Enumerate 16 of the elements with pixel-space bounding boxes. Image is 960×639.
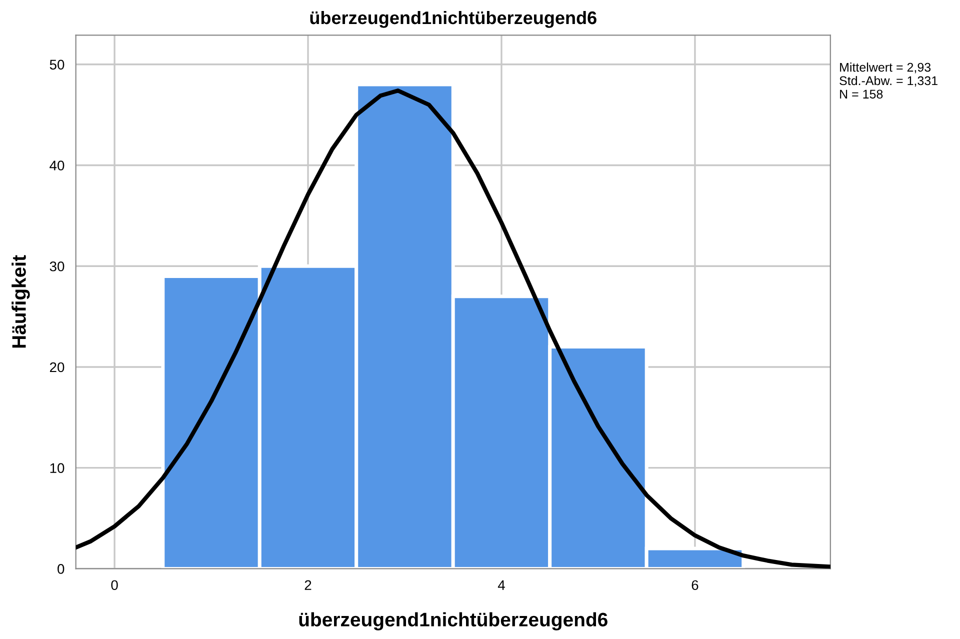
y-tick-label: 50 <box>50 60 64 70</box>
y-tick-label: 40 <box>50 160 64 170</box>
x-axis-title: überzeugend1nichtüberzeugend6 <box>299 612 608 630</box>
x-tick-label: 2 <box>304 580 312 590</box>
y-tick-label: 30 <box>50 261 64 272</box>
x-tick-label: 4 <box>498 580 505 590</box>
x-tick-label: 0 <box>111 580 118 590</box>
text: N = 158 <box>840 90 883 99</box>
y-tick-label: 0 <box>58 564 64 574</box>
y-tick-label: 10 <box>50 463 64 474</box>
text: Mittelwert = 2,93 <box>840 62 931 74</box>
y-axis-title: Häufigkeit <box>12 255 30 348</box>
chart-title: überzeugend1nichtüberzeugend6 <box>310 10 596 28</box>
x-tick-label: 6 <box>692 580 698 590</box>
text: Std.-Abw. = 1,331 <box>840 76 938 87</box>
y-tick-label: 20 <box>50 362 64 372</box>
